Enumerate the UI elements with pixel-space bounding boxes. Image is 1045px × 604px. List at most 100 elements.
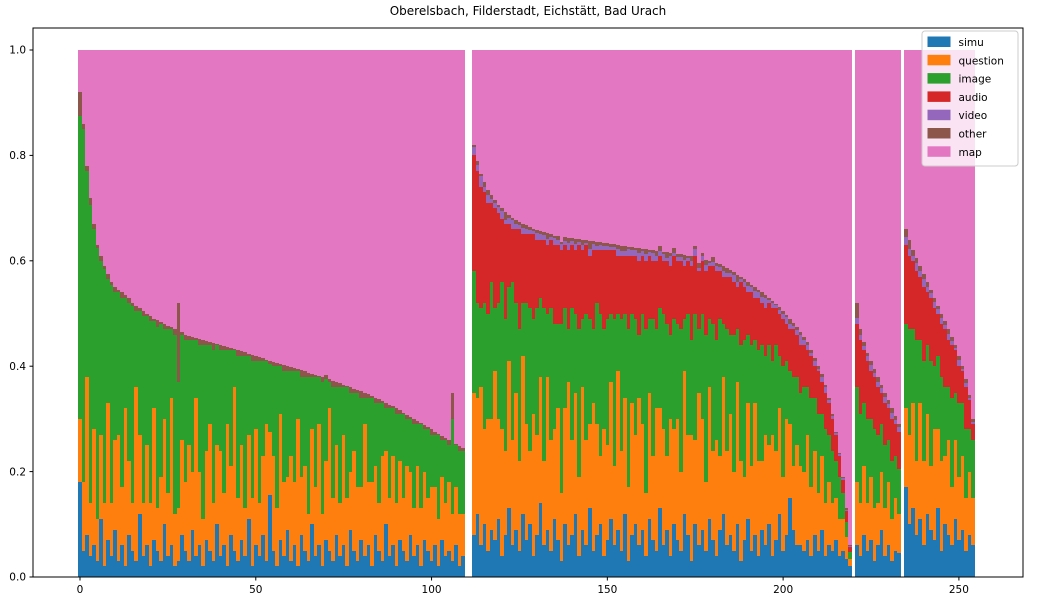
bar-segment-simu (345, 566, 349, 577)
bar (883, 50, 887, 577)
bar-segment-simu (310, 524, 314, 577)
bar-segment-simu (85, 535, 89, 577)
bar-segment-map (736, 50, 739, 275)
bar-segment-map (644, 50, 648, 249)
bar-segment-map (518, 50, 521, 222)
bar-segment-map (254, 50, 258, 356)
bar-segment-other (549, 234, 553, 237)
bar-segment-simu (89, 556, 92, 577)
bar-segment-other (134, 306, 138, 311)
bar-segment-video (655, 256, 658, 261)
bar-segment-map (233, 50, 236, 349)
bar-segment-map (606, 50, 609, 243)
bar-segment-map (588, 50, 592, 241)
bar-segment-video (764, 298, 767, 308)
bar-segment-question (553, 429, 556, 519)
bar-segment-video (563, 241, 567, 245)
bar-segment-question (307, 514, 310, 561)
bar (848, 50, 852, 577)
bar-segment-video (511, 220, 514, 229)
bar-segment-question (873, 508, 876, 561)
bar-segment-simu (163, 524, 166, 577)
bar-segment-image (381, 403, 384, 456)
bar-segment-other (546, 233, 549, 239)
bar-segment-question (328, 408, 331, 551)
bar-segment-image (272, 366, 275, 456)
bar-segment-audio (616, 256, 620, 314)
bar-segment-map (824, 50, 827, 385)
bar-segment-video (581, 245, 584, 250)
bar (142, 50, 145, 577)
bar (138, 50, 142, 577)
bar-segment-other (338, 383, 342, 387)
bar-segment-video (964, 383, 968, 387)
bar-segment-image (78, 116, 82, 419)
bar-segment-map (961, 50, 964, 366)
bar-segment-simu (736, 524, 739, 577)
bar-segment-audio (630, 256, 634, 314)
bar-segment-map (701, 50, 704, 253)
bar (272, 50, 275, 577)
bar-segment-video (507, 218, 511, 224)
bar-segment-question (606, 445, 609, 540)
bar (409, 50, 412, 577)
bar-segment-image (419, 424, 423, 508)
bar-segment-question (243, 508, 247, 556)
bar-segment-question (504, 451, 507, 535)
bar (623, 50, 627, 577)
bar (215, 50, 219, 577)
bar-segment-question (391, 456, 395, 545)
bar-segment-other (563, 237, 567, 241)
bar-segment-audio (781, 319, 785, 366)
bar-segment-simu (665, 530, 669, 577)
bar-segment-other (261, 358, 265, 361)
bar-segment-image (781, 366, 785, 477)
bar-segment-video (539, 234, 542, 240)
bar-segment-question (736, 382, 739, 524)
bar-segment-question (929, 466, 933, 530)
bar-segment-question (205, 451, 208, 540)
bar-segment-other (943, 321, 947, 325)
bar-segment-image (788, 371, 792, 424)
bar-segment-other (149, 316, 152, 321)
x-tick-label: 100 (422, 584, 442, 596)
bar-segment-other (377, 399, 381, 403)
bar-segment-image (648, 319, 651, 393)
bar-segment-question (799, 466, 802, 545)
bar-segment-question (314, 487, 317, 556)
bar-segment-image (500, 282, 504, 429)
bar-segment-image (964, 429, 968, 498)
bar-segment-other (497, 205, 500, 207)
bar-segment-question (658, 408, 662, 508)
bar-segment-question (641, 424, 644, 530)
bar (384, 50, 388, 577)
bar-segment-other (940, 314, 943, 318)
bar (908, 50, 911, 577)
bar-segment-audio (679, 261, 683, 329)
bar (968, 50, 971, 577)
bar-segment-map (971, 50, 975, 419)
bar-segment-audio (525, 234, 528, 303)
bar (764, 50, 767, 577)
bar-segment-map (574, 50, 577, 239)
bar-segment-simu (261, 535, 265, 577)
bar-segment-other (229, 348, 233, 350)
bar (560, 50, 563, 577)
bar-segment-image (887, 440, 890, 482)
bar-segment-audio (848, 547, 852, 552)
bar-segment-audio (834, 435, 838, 461)
bar-segment-simu (785, 535, 788, 577)
bar-segment-other (384, 403, 388, 408)
bar-segment-other (964, 379, 968, 383)
bar (574, 50, 577, 577)
bar-segment-other (194, 338, 198, 340)
bar-segment-map (335, 50, 338, 382)
bar-segment-map (398, 50, 402, 410)
bar-segment-simu (595, 535, 599, 577)
bar-segment-map (384, 50, 388, 403)
bar-segment-question (679, 472, 683, 551)
bar-segment-audio (880, 393, 883, 424)
bar (458, 50, 461, 577)
bar-segment-simu (820, 530, 824, 577)
bar-segment-image (883, 445, 887, 508)
